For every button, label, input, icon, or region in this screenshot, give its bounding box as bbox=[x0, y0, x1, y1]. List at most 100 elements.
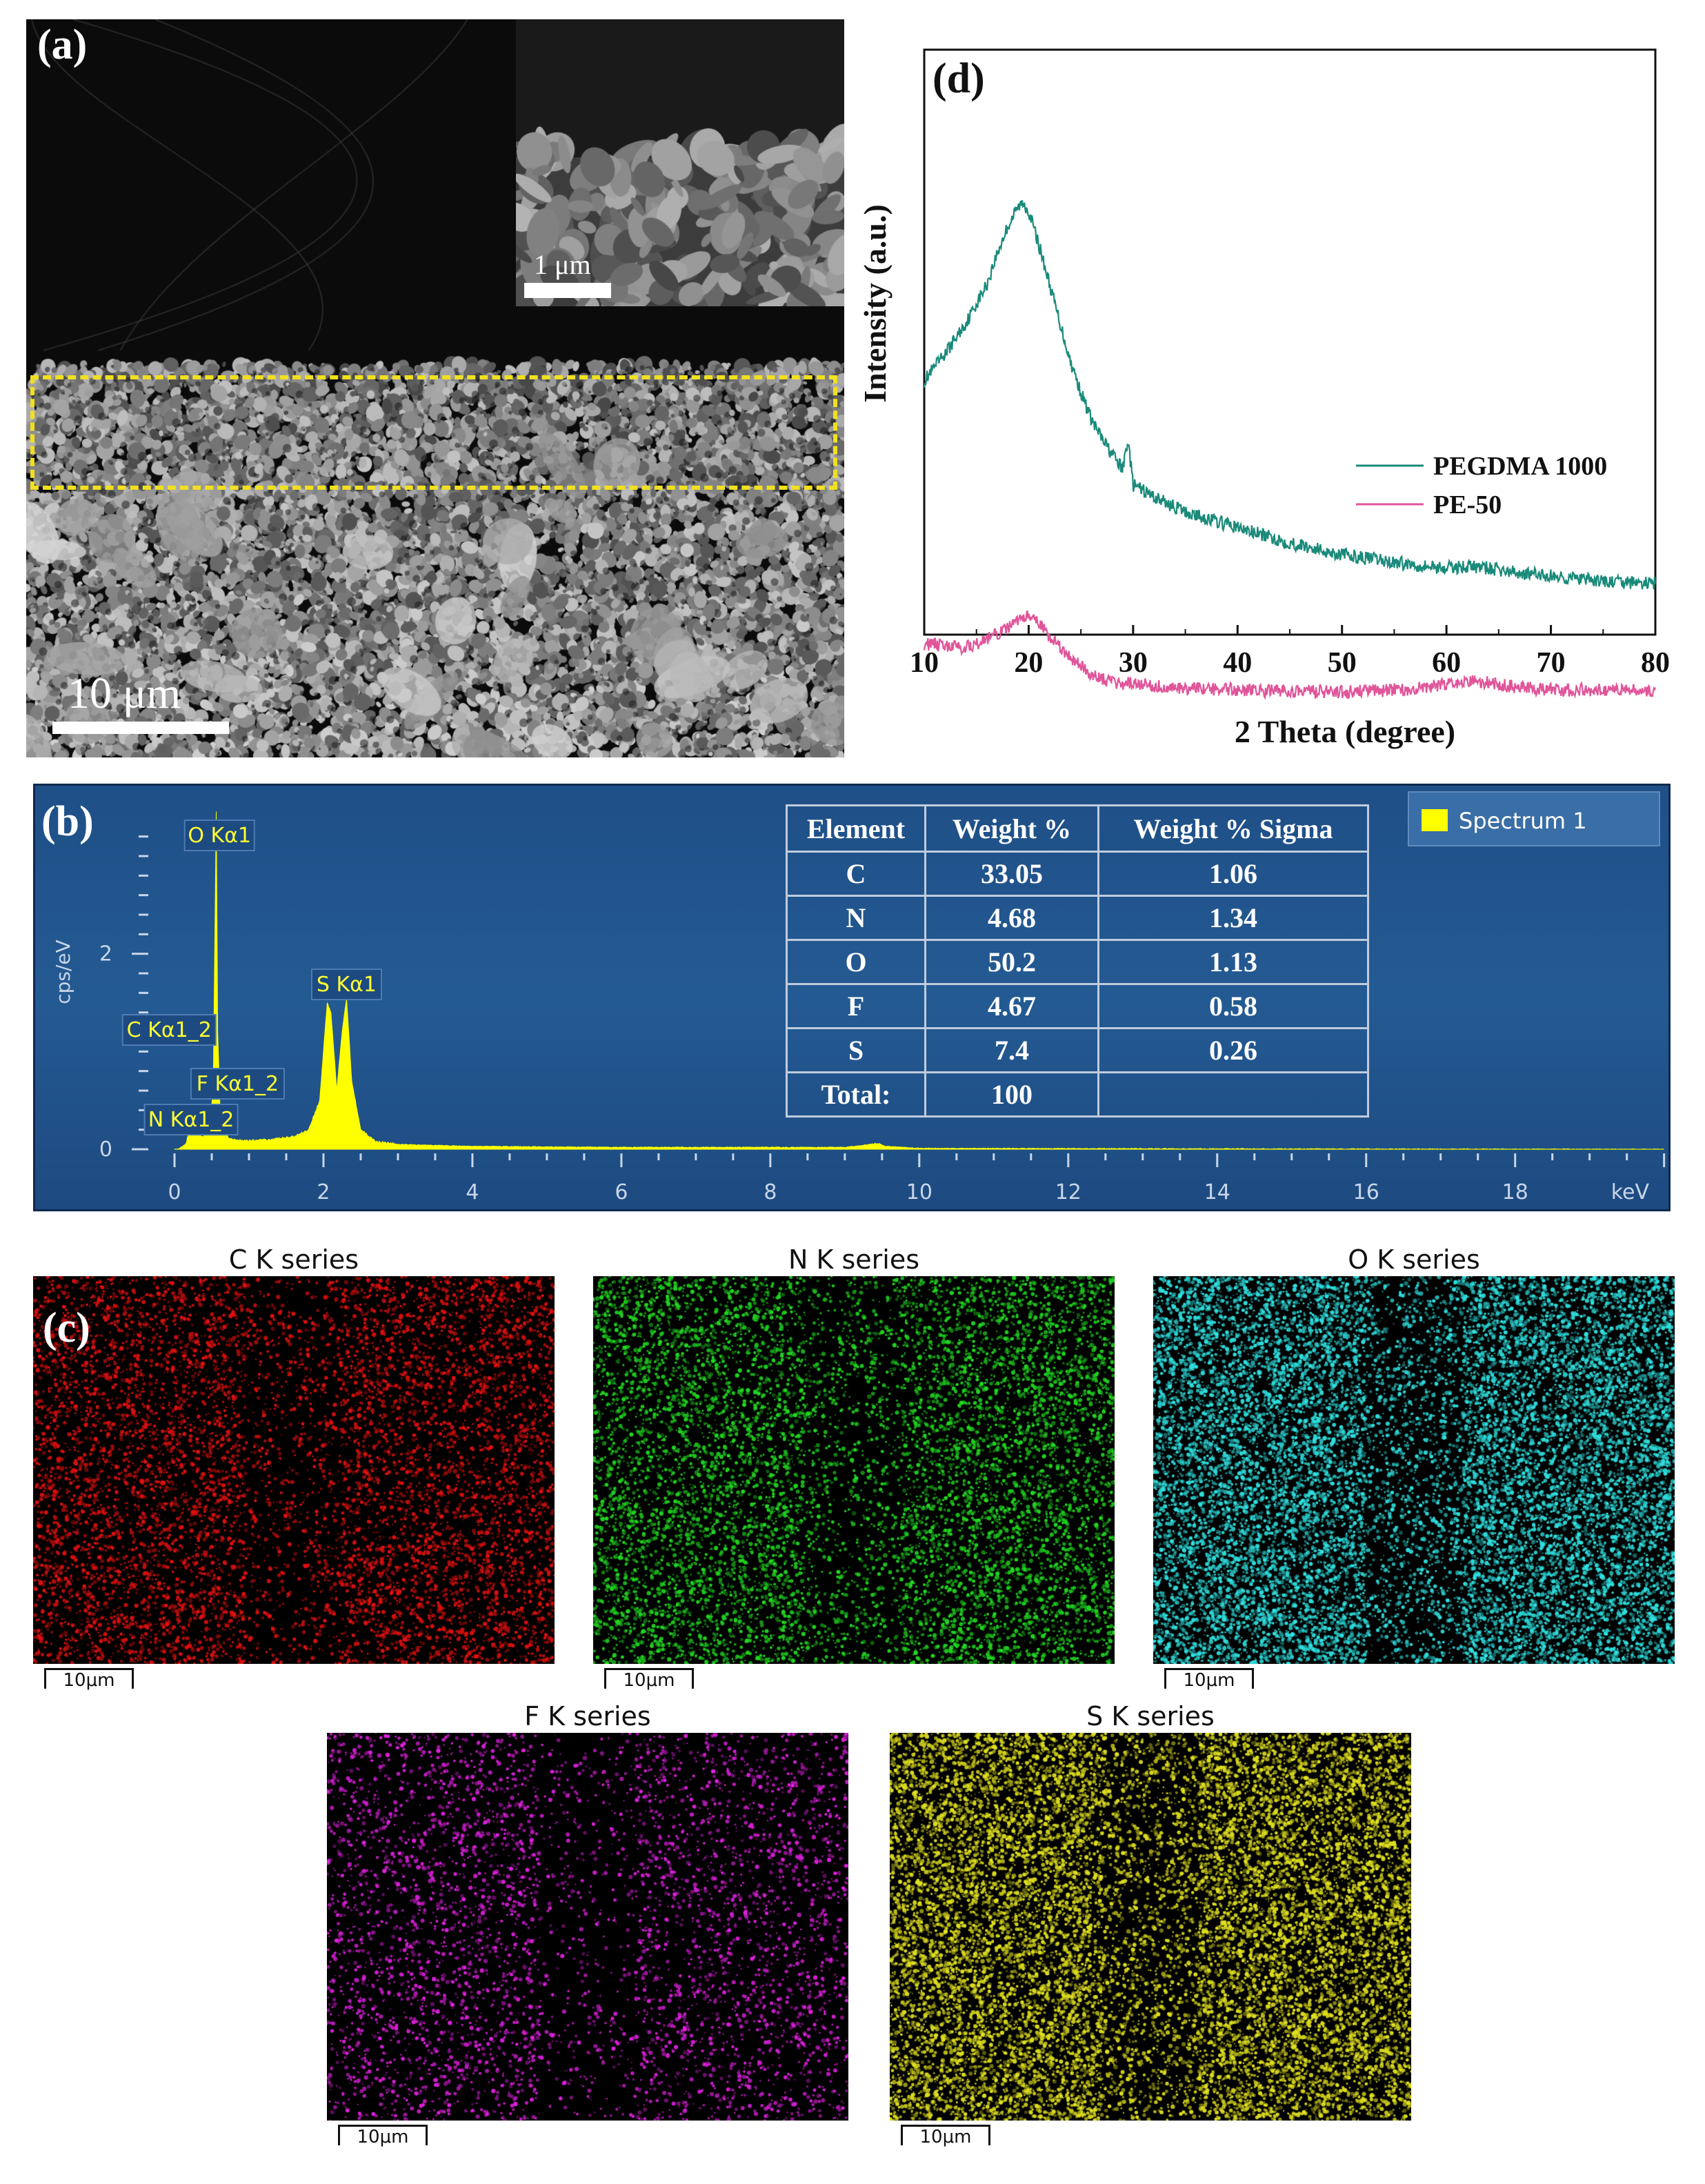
peak-label-text: S Kα1 bbox=[317, 973, 377, 997]
x-tick-label: 80 bbox=[1641, 647, 1670, 679]
series-line-pegdma bbox=[923, 200, 1657, 590]
table-cell: 0.58 bbox=[1097, 983, 1369, 1029]
peak-label: O Kα1 bbox=[183, 820, 255, 851]
table-cell: 0.26 bbox=[1097, 1027, 1369, 1073]
element-map bbox=[1153, 1276, 1675, 1664]
element-map bbox=[327, 1733, 848, 2121]
x-tick-label: 50 bbox=[1328, 647, 1357, 679]
element-map-image bbox=[593, 1276, 1115, 1664]
x-tick-label: 6 bbox=[615, 1180, 628, 1204]
sem-inset: 1 μm bbox=[516, 19, 844, 306]
x-tick-label: 70 bbox=[1537, 647, 1566, 679]
map-scale-label: 10μm bbox=[919, 2127, 972, 2147]
spectrum-fill bbox=[174, 811, 1664, 1150]
map-title: C K series bbox=[228, 1244, 359, 1275]
eds-spectrum: 0 2 0 2 4 6 8 10 12 14 16 18 keV O Kα1 C Kα1_2 F Kα1_2… bbox=[52, 811, 1666, 1204]
xrd-chart: (d) 10 20 30 40 50 60 70 80 2 Theta (degree) In… bbox=[857, 48, 1670, 749]
map-title: O K series bbox=[1348, 1244, 1480, 1275]
xrd-x-ticks: 10 20 30 40 50 60 70 80 bbox=[910, 625, 1670, 679]
element-map-image bbox=[890, 1733, 1411, 2121]
panel-a-label: (a) bbox=[37, 21, 88, 68]
table-row: S 7.4 0.26 bbox=[786, 1027, 1369, 1073]
peak-label: N Kα1_2 bbox=[143, 1104, 239, 1135]
peak-label-box bbox=[143, 1104, 239, 1135]
peak-label: S Kα1 bbox=[310, 969, 382, 1000]
table-cell: 7.4 bbox=[924, 1027, 1099, 1073]
main-scale-label: 10 μm bbox=[68, 668, 181, 717]
panel-d-label: (d) bbox=[933, 55, 985, 102]
table-cell: S bbox=[786, 1027, 926, 1073]
xrd-y-axis-label: Intensity (a.u.) bbox=[857, 204, 893, 403]
x-tick-label: 0 bbox=[168, 1180, 181, 1204]
map-title: S K series bbox=[1086, 1701, 1215, 1731]
table-cell: 50.2 bbox=[924, 939, 1099, 985]
x-tick-label: 12 bbox=[1055, 1180, 1081, 1204]
element-map bbox=[890, 1733, 1411, 2121]
map-scale-label: 10μm bbox=[357, 2127, 409, 2147]
xrd-x-axis-label: 2 Theta (degree) bbox=[1235, 714, 1455, 749]
series-line-pe50 bbox=[923, 610, 1657, 700]
x-tick-label: 10 bbox=[906, 1180, 933, 1204]
eds-peak-labels: O Kα1 C Kα1_2 F Kα1_2 N Kα1_2 S Kα1 bbox=[121, 820, 382, 1135]
table-cell: 100 bbox=[924, 1071, 1099, 1118]
xrd-plot-frame bbox=[923, 48, 1657, 636]
x-tick-label: 20 bbox=[1014, 647, 1043, 679]
x-tick-label: 10 bbox=[910, 647, 939, 679]
element-map bbox=[593, 1276, 1115, 1664]
map-scale-label: 10μm bbox=[623, 1670, 675, 1691]
map-scale-bar: 10μm bbox=[604, 1668, 694, 1691]
selection-box bbox=[30, 375, 837, 490]
table-header-cell: Element bbox=[786, 804, 926, 853]
sem-panel: 1 μm 10 μm bbox=[26, 19, 844, 757]
x-tick-label: 4 bbox=[466, 1180, 479, 1204]
inset-scale-bar bbox=[524, 283, 611, 298]
x-tick-label: 16 bbox=[1353, 1180, 1379, 1204]
map-scale-label: 10μm bbox=[63, 1670, 115, 1691]
table-cell: N bbox=[786, 895, 926, 941]
table-row: F 4.67 0.58 bbox=[786, 983, 1369, 1029]
map-scale-bar: 10μm bbox=[44, 1668, 134, 1691]
x-tick-label: 18 bbox=[1502, 1180, 1528, 1204]
legend-label: PEGDMA 1000 bbox=[1433, 452, 1607, 481]
panel-c-label: (c) bbox=[43, 1304, 90, 1351]
x-axis-unit: keV bbox=[1611, 1180, 1650, 1204]
map-scale-bar: 10μm bbox=[1164, 1668, 1254, 1691]
main-scale-bar bbox=[52, 722, 229, 734]
peak-label-text: C Kα1_2 bbox=[127, 1018, 212, 1042]
element-map-image bbox=[1153, 1276, 1675, 1664]
table-header-row: Element Weight % Weight % Sigma bbox=[786, 804, 1369, 853]
table-cell: 4.68 bbox=[924, 895, 1099, 941]
x-tick-label: 60 bbox=[1432, 647, 1461, 679]
peak-label-text: F Kα1_2 bbox=[197, 1072, 279, 1096]
eds-panel: 0 2 0 2 4 6 8 10 12 14 16 18 keV O Kα1 C Kα1_2 F Kα1_2… bbox=[33, 784, 1671, 1211]
peak-label-box bbox=[310, 969, 382, 1000]
eds-composition-table: Element Weight % Weight % Sigma C 33.05 1.… bbox=[786, 804, 1369, 1118]
table-header-cell: Weight % bbox=[924, 804, 1099, 853]
table-cell: 1.13 bbox=[1097, 939, 1369, 985]
xrd-curves bbox=[923, 200, 1657, 700]
y-tick-label: 0 bbox=[99, 1138, 112, 1162]
table-row: C 33.05 1.06 bbox=[786, 851, 1369, 897]
legend-swatch bbox=[1422, 809, 1448, 831]
y-tick-label: 2 bbox=[99, 942, 112, 966]
table-cell: 33.05 bbox=[924, 851, 1099, 897]
map-title: N K series bbox=[788, 1244, 920, 1275]
xrd-legend: PEGDMA 1000 PE-50 bbox=[1356, 452, 1607, 519]
table-cell: 4.67 bbox=[924, 983, 1099, 1029]
peak-label: F Kα1_2 bbox=[190, 1068, 285, 1100]
x-tick-label: 30 bbox=[1119, 647, 1148, 679]
table-header-cell: Weight % Sigma bbox=[1097, 804, 1369, 853]
x-tick-label: 40 bbox=[1223, 647, 1252, 679]
table-row: N 4.68 1.34 bbox=[786, 895, 1369, 941]
element-map bbox=[33, 1276, 555, 1664]
peak-label-text: O Kα1 bbox=[188, 824, 251, 848]
table-cell: C bbox=[786, 851, 926, 897]
map-scale-bar: 10μm bbox=[338, 2125, 428, 2147]
table-cell bbox=[1097, 1071, 1369, 1118]
table-cell: Total: bbox=[786, 1071, 926, 1118]
element-map-image bbox=[33, 1276, 555, 1664]
map-title: F K series bbox=[524, 1701, 651, 1731]
sem-inset-image bbox=[516, 19, 844, 306]
panel-b-label: (b) bbox=[41, 798, 94, 845]
table-cell: 1.06 bbox=[1097, 851, 1369, 897]
